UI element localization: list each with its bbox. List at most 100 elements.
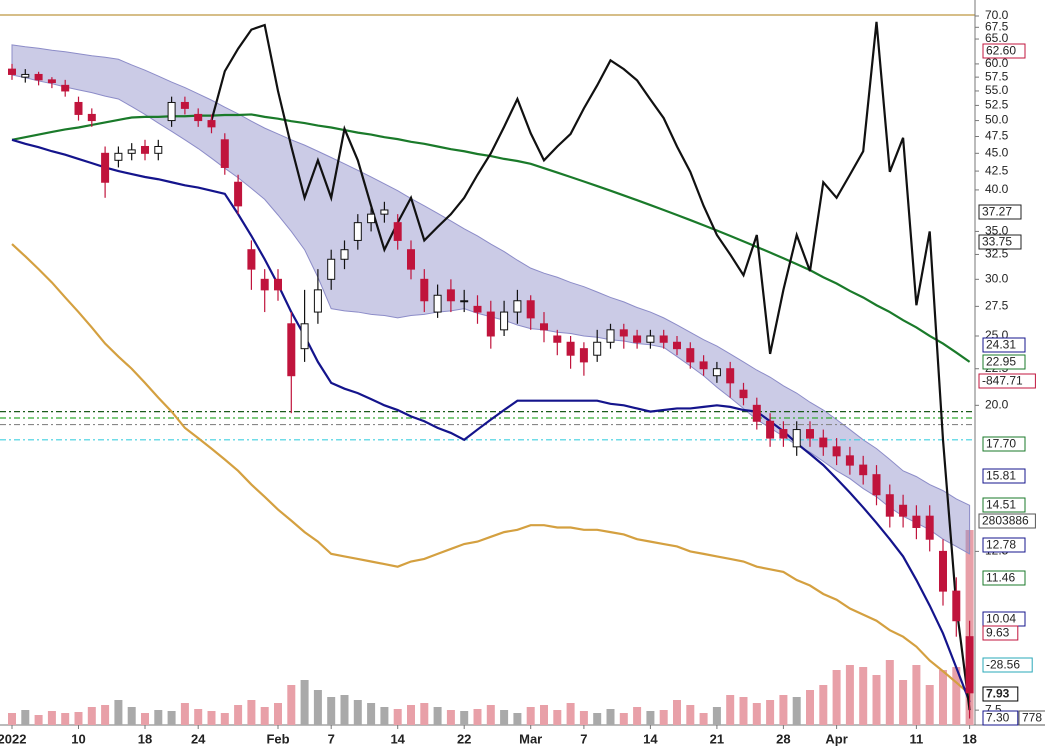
candle-body <box>87 113 96 122</box>
volume-bar <box>274 703 282 725</box>
volume-bar <box>925 685 934 725</box>
candle-body <box>180 101 189 109</box>
candle-body <box>526 300 535 319</box>
volume-bar <box>260 707 269 725</box>
x-tick-label: Apr <box>825 731 847 746</box>
candle-body <box>606 329 615 343</box>
volume-bar <box>500 710 509 725</box>
volume-bar <box>247 700 256 725</box>
candle-body <box>965 636 974 694</box>
volume-bar <box>167 711 176 725</box>
y-tick-label: 50.0 <box>985 113 1009 127</box>
volume-bar <box>473 709 482 725</box>
candle-body <box>167 101 176 122</box>
volume-bar <box>646 711 655 725</box>
candle-body <box>433 294 442 313</box>
y-tick-label: 20.0 <box>985 398 1009 412</box>
volume-bar <box>87 707 96 725</box>
x-tick-label: 18 <box>138 731 152 746</box>
volume-bar <box>566 703 575 725</box>
band-area <box>11 44 971 555</box>
y-tick-label: 65.0 <box>985 31 1009 45</box>
candle-body <box>47 79 56 84</box>
candle-body <box>845 455 854 466</box>
candle-body <box>752 404 761 422</box>
candle-body <box>619 329 628 337</box>
volume-bar <box>114 700 123 725</box>
price-label: 15.81 <box>986 469 1016 483</box>
y-tick-label: 60.0 <box>985 56 1009 70</box>
candle-body <box>500 311 509 331</box>
volume-bar <box>47 711 56 725</box>
price-label-box <box>982 497 1026 513</box>
x-tick-label: 28 <box>776 731 790 746</box>
candle-body <box>779 429 788 439</box>
candle-body <box>220 139 229 168</box>
volume-bar <box>912 665 921 725</box>
y-tick-label: 42.5 <box>985 163 1009 177</box>
candle-body <box>712 368 721 377</box>
x-tick-label: 21 <box>710 731 724 746</box>
volume-bar <box>952 667 961 725</box>
candle-body <box>673 341 681 350</box>
volume-bar <box>540 705 548 725</box>
candle-body <box>327 258 336 280</box>
volume-bar <box>712 707 721 725</box>
volume-bar <box>127 707 136 725</box>
y-tick-label: 55.0 <box>985 83 1009 97</box>
price-label-box <box>982 43 1026 59</box>
price-label: 22.95 <box>986 355 1016 369</box>
price-label: 2803886 <box>982 514 1029 528</box>
price-label: 7.30 <box>986 711 1010 725</box>
price-label-box <box>982 337 1026 353</box>
volume-bar <box>739 697 748 725</box>
y-tick-label: 32.5 <box>985 247 1009 261</box>
candle-body <box>925 515 934 540</box>
candle-body <box>912 515 921 528</box>
volume-bar <box>433 707 442 725</box>
volume-bar <box>234 705 243 725</box>
volume-bar <box>766 700 775 725</box>
volume-bar <box>300 680 309 725</box>
volume-bar <box>579 711 588 725</box>
price-label: 62.60 <box>986 44 1016 58</box>
volume-bar <box>513 713 522 725</box>
volume-bar <box>101 705 110 725</box>
volume-bar <box>61 713 70 725</box>
volume-bar <box>885 660 894 725</box>
candle-body <box>593 341 602 356</box>
candle-body <box>287 323 296 377</box>
candle-body <box>101 152 110 183</box>
candle-body <box>247 249 256 270</box>
x-tick-label: 7 <box>580 731 587 746</box>
volume-bar <box>194 709 203 725</box>
candle-body <box>885 494 894 517</box>
price-label-box <box>982 468 1026 484</box>
candle-body <box>832 446 841 457</box>
volume-bar <box>367 703 376 725</box>
volume-bar <box>407 705 415 725</box>
candle-body <box>633 335 642 343</box>
price-label-box <box>982 354 1026 370</box>
price-label: 778 <box>1022 711 1042 725</box>
candle-body <box>393 222 402 241</box>
candle-body <box>380 209 389 215</box>
y-tick-label: 57.5 <box>985 69 1009 83</box>
x-tick-label: 11 <box>910 731 924 746</box>
candle-body <box>659 335 668 343</box>
volume-bar <box>486 705 495 725</box>
price-label-box <box>982 657 1033 673</box>
price-label-box <box>978 234 1022 250</box>
candle-body <box>114 152 123 161</box>
volume-bar <box>779 695 788 725</box>
price-label-box <box>982 436 1026 452</box>
volume-bar <box>553 710 562 725</box>
volume-bar <box>792 697 801 725</box>
volume-bar <box>207 711 216 725</box>
volume-bar <box>872 675 881 725</box>
x-tick-label: 14 <box>643 731 658 746</box>
candle-body <box>952 590 961 622</box>
price-label: 11.46 <box>986 571 1015 585</box>
price-label: 24.31 <box>986 338 1016 352</box>
